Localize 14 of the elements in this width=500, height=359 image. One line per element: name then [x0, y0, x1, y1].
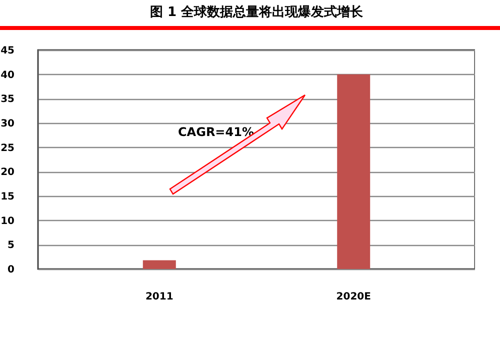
chart-title: 图 1 全球数据总量将出现爆发式增长 [150, 4, 364, 20]
x-tick-label: 2011 [145, 292, 174, 302]
y-tick-label: 0 [8, 264, 15, 276]
y-tick-label: 10 [0, 216, 15, 227]
y-tick-label: 30 [0, 118, 15, 130]
y-tick-label: 40 [0, 70, 15, 81]
y-tick-label: 35 [0, 94, 15, 106]
y-tick-label: 15 [0, 192, 15, 202]
y-tick-label: 45 [0, 46, 15, 56]
x-tick-label: 2020E [336, 292, 372, 302]
annotation: CAGR=41% [178, 125, 254, 139]
y-tick-label: 20 [0, 167, 15, 178]
y-tick-label: 5 [8, 240, 15, 252]
y-tick-label: 25 [0, 142, 15, 154]
